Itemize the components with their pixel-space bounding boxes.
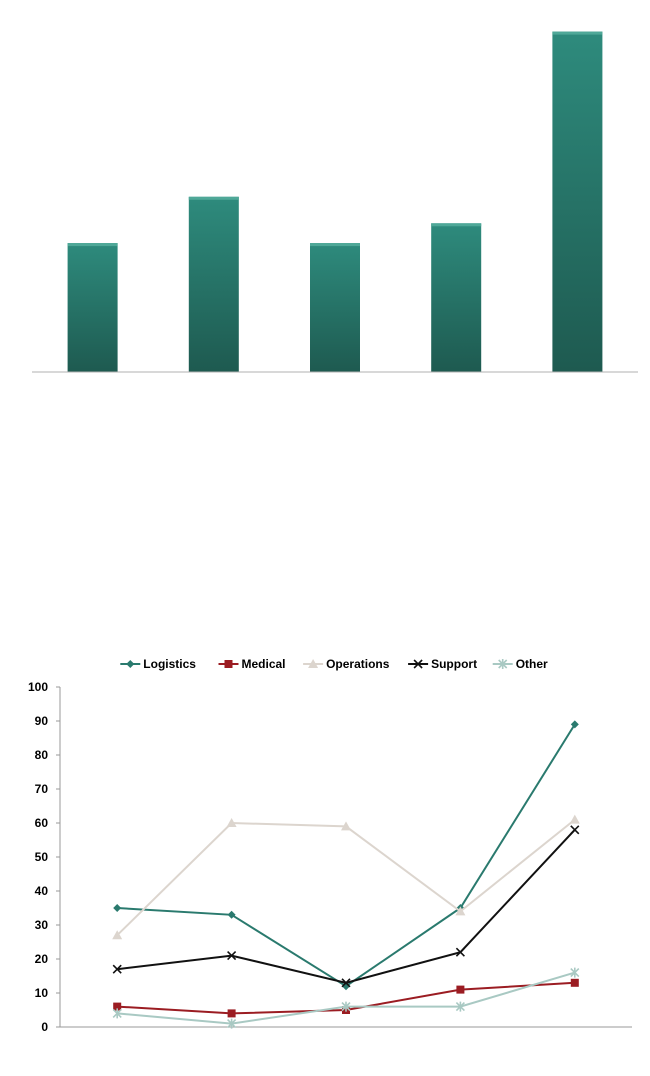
legend: Logistics Medical Operations Support Other bbox=[120, 657, 548, 671]
line-chart: 0 10 20 30 40 50 60 70 80 90 100 Logistics Medical Op… bbox=[28, 657, 632, 1034]
bar bbox=[552, 31, 603, 372]
data-point-operations bbox=[569, 814, 580, 824]
data-point-medical bbox=[570, 978, 579, 987]
legend-item-support: Support bbox=[408, 657, 477, 671]
legend-marker bbox=[224, 660, 233, 668]
data-point-support bbox=[570, 825, 580, 835]
bar-highlight bbox=[552, 31, 603, 35]
series-line-other bbox=[117, 971, 576, 1025]
legend-item-logistics: Logistics bbox=[120, 657, 196, 671]
legend-item-operations: Operations bbox=[303, 657, 390, 671]
data-point-other bbox=[455, 1001, 465, 1012]
y-tick-label: 20 bbox=[35, 952, 49, 966]
data-point-other bbox=[227, 1018, 237, 1029]
data-point-other bbox=[341, 1001, 351, 1012]
data-point-support bbox=[455, 947, 465, 957]
bar bbox=[310, 243, 360, 372]
data-point-medical bbox=[456, 985, 465, 994]
data-point-operations bbox=[112, 930, 123, 940]
y-tick-label: 80 bbox=[35, 748, 49, 762]
series-line-support bbox=[117, 829, 576, 984]
series-line-operations bbox=[116, 818, 576, 936]
bar-highlight bbox=[188, 196, 239, 200]
data-point-support bbox=[227, 951, 237, 961]
series-line-logistics bbox=[117, 723, 576, 988]
legend-item-other: Other bbox=[492, 657, 548, 671]
y-tick-label: 60 bbox=[35, 816, 49, 830]
data-point-logistics bbox=[570, 720, 579, 729]
bar-chart bbox=[32, 31, 638, 373]
legend-label: Other bbox=[516, 657, 548, 671]
data-point-support bbox=[341, 978, 351, 988]
bar-highlight bbox=[431, 223, 482, 227]
data-point-medical bbox=[227, 1009, 236, 1018]
y-tick-label: 30 bbox=[35, 918, 49, 932]
legend-label: Support bbox=[431, 657, 477, 671]
data-point-logistics bbox=[113, 904, 122, 912]
legend-marker bbox=[308, 659, 319, 668]
y-tick-label: 0 bbox=[41, 1020, 48, 1034]
legend-marker bbox=[413, 659, 423, 669]
bar bbox=[67, 243, 118, 372]
bar-highlight bbox=[67, 243, 118, 247]
bar bbox=[188, 196, 239, 372]
y-tick-label: 70 bbox=[35, 782, 49, 796]
y-tick-label: 100 bbox=[28, 680, 48, 694]
data-point-operations bbox=[455, 906, 466, 916]
bar-highlight bbox=[310, 243, 360, 247]
data-point-support bbox=[112, 964, 122, 974]
legend-label: Logistics bbox=[143, 657, 196, 671]
data-point-operations bbox=[226, 818, 237, 827]
legend-marker bbox=[498, 659, 508, 669]
y-tick-label: 90 bbox=[35, 714, 49, 728]
data-point-operations bbox=[341, 821, 351, 831]
bar bbox=[431, 223, 482, 372]
legend-label: Medical bbox=[242, 657, 286, 671]
data-point-logistics bbox=[227, 910, 236, 919]
legend-item-medical: Medical bbox=[218, 657, 286, 671]
data-point-medical bbox=[113, 1002, 122, 1011]
legend-marker bbox=[126, 660, 135, 668]
y-tick-label: 40 bbox=[35, 884, 49, 898]
y-tick-label: 10 bbox=[35, 986, 49, 1000]
y-tick-label: 50 bbox=[35, 850, 49, 864]
data-point-other bbox=[570, 967, 580, 978]
legend-label: Operations bbox=[326, 657, 390, 671]
data-point-other bbox=[112, 1008, 122, 1019]
